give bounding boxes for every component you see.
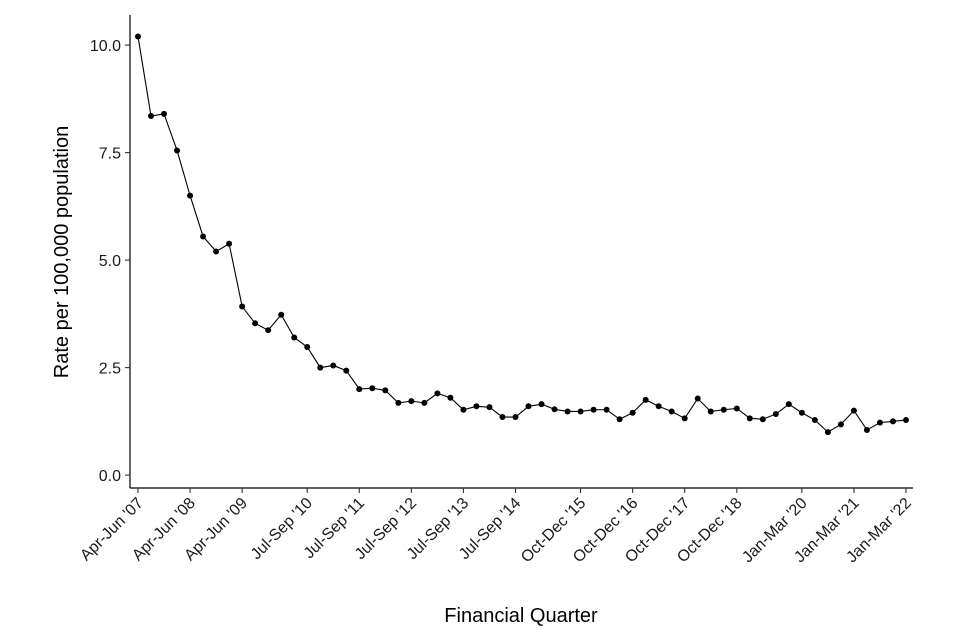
data-point xyxy=(850,407,857,414)
data-point xyxy=(447,394,454,401)
data-point xyxy=(733,405,740,412)
data-point xyxy=(161,110,168,117)
data-point xyxy=(785,401,792,408)
x-axis-title: Financial Quarter xyxy=(444,605,598,627)
data-point xyxy=(408,398,415,405)
data-point xyxy=(291,334,298,341)
y-axis-title: Rate per 100,000 population xyxy=(51,126,73,378)
data-point xyxy=(486,404,493,411)
data-point xyxy=(707,408,714,415)
data-point xyxy=(317,364,324,371)
data-point xyxy=(382,387,389,394)
plot-area xyxy=(135,33,909,436)
data-point xyxy=(525,403,532,410)
data-point xyxy=(837,421,844,428)
data-point xyxy=(434,390,441,397)
data-point xyxy=(551,406,558,413)
data-point xyxy=(694,395,701,402)
data-point xyxy=(655,403,662,410)
data-point xyxy=(903,417,909,424)
data-point xyxy=(811,417,818,424)
data-point xyxy=(135,33,141,40)
data-point xyxy=(213,248,220,255)
data-point xyxy=(642,396,649,403)
data-point xyxy=(421,399,428,406)
data-point xyxy=(863,426,870,433)
data-point xyxy=(564,408,571,415)
data-point xyxy=(629,409,636,416)
data-point xyxy=(187,192,194,199)
data-point xyxy=(590,406,597,413)
data-point xyxy=(759,416,766,423)
data-point xyxy=(538,401,545,408)
y-axis-ticks: 0.0 2.5 5.0 7.5 10.0 xyxy=(90,38,130,485)
data-point xyxy=(460,406,467,413)
data-point xyxy=(681,415,688,422)
data-point xyxy=(369,385,376,392)
data-point xyxy=(720,406,727,413)
axes xyxy=(129,15,913,489)
series-line xyxy=(137,36,907,433)
data-point xyxy=(239,303,246,310)
data-point xyxy=(265,327,272,334)
data-point xyxy=(395,399,402,406)
data-point xyxy=(174,147,181,154)
data-point xyxy=(746,415,753,422)
data-point xyxy=(577,408,584,415)
data-point xyxy=(889,418,896,425)
data-point xyxy=(473,403,480,410)
data-point xyxy=(798,409,805,416)
y-tick-label: 10.0 xyxy=(90,38,121,55)
data-point xyxy=(252,320,259,327)
y-tick-label: 5.0 xyxy=(99,253,121,270)
data-point xyxy=(278,311,285,318)
y-tick-label: 2.5 xyxy=(99,361,121,378)
data-point xyxy=(876,419,883,426)
data-point xyxy=(343,367,350,374)
data-point xyxy=(304,343,311,350)
data-point xyxy=(330,362,337,369)
data-point xyxy=(824,429,831,436)
data-point xyxy=(668,408,675,415)
data-point xyxy=(616,416,623,423)
data-point xyxy=(772,411,779,418)
y-tick-label: 7.5 xyxy=(99,146,121,163)
data-point xyxy=(226,240,233,247)
data-point xyxy=(512,414,519,421)
data-point xyxy=(499,414,506,421)
data-point xyxy=(148,113,155,120)
data-point xyxy=(356,386,363,393)
data-point xyxy=(200,233,207,240)
data-point xyxy=(603,406,610,413)
y-tick-label: 0.0 xyxy=(99,468,121,485)
